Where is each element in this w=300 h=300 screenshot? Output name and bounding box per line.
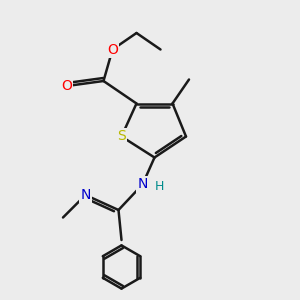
Text: H: H: [155, 179, 165, 193]
Text: S: S: [117, 130, 126, 143]
Text: O: O: [107, 43, 118, 56]
Text: N: N: [80, 188, 91, 202]
Text: O: O: [61, 79, 72, 92]
Text: N: N: [137, 178, 148, 191]
